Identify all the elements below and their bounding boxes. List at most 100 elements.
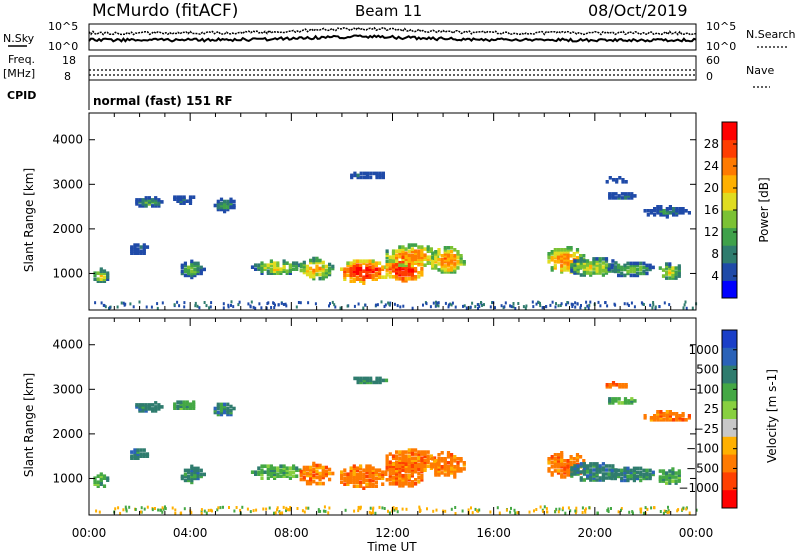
data-cell: [677, 264, 681, 268]
colorbar-segment: [722, 472, 737, 491]
data-cell: [328, 467, 332, 472]
data-cell: [196, 263, 200, 268]
data-cell: [604, 476, 609, 480]
data-cell: [601, 269, 605, 273]
data-cell: [282, 269, 286, 273]
data-cell: [190, 480, 194, 485]
data-cell: [617, 263, 621, 268]
data-cell: [446, 270, 451, 274]
data-cell: [537, 301, 540, 304]
data-cell: [623, 468, 627, 473]
data-cell: [223, 402, 227, 407]
data-cell: [102, 271, 107, 275]
data-cell: [359, 470, 363, 474]
data-cell: [125, 507, 128, 511]
data-cell: [459, 457, 463, 461]
data-cell: [417, 253, 421, 257]
data-cell: [378, 175, 382, 180]
data-cell: [608, 265, 612, 269]
data-cell: [677, 469, 681, 473]
data-cell: [190, 464, 194, 469]
data-cell: [266, 269, 270, 273]
data-cell: [649, 418, 653, 422]
data-cell: [359, 279, 363, 283]
data-cell: [627, 192, 631, 196]
data-cell: [378, 267, 382, 271]
data-cell: [324, 465, 328, 470]
data-cell: [592, 468, 596, 472]
data-cell: [626, 261, 630, 266]
data-cell: [229, 408, 233, 413]
data-cell: [601, 261, 605, 265]
data-cell: [343, 468, 347, 472]
data-cell: [576, 470, 580, 474]
data-cell: [410, 482, 414, 486]
data-cell: [173, 195, 177, 199]
data-cell: [453, 471, 457, 475]
data-cell: [417, 275, 421, 279]
data-cell: [560, 258, 564, 262]
data-cell: [106, 478, 110, 482]
data-cell: [138, 204, 142, 208]
colorbar-segment: [722, 227, 737, 246]
data-cell: [589, 470, 593, 474]
data-cell: [626, 271, 630, 276]
data-cell: [665, 209, 669, 213]
data-cell: [331, 264, 335, 269]
data-cell: [276, 472, 280, 476]
data-cell: [398, 469, 402, 474]
data-cell: [309, 473, 313, 478]
data-cell: [588, 506, 591, 510]
data-cell: [355, 271, 359, 275]
data-cell: [299, 264, 303, 269]
data-cell: [426, 458, 430, 462]
data-cell: [199, 474, 203, 479]
data-cell: [302, 260, 306, 265]
data-cell: [407, 456, 411, 460]
data-cell: [668, 477, 672, 481]
data-cell: [432, 509, 435, 513]
data-cell: [296, 507, 299, 510]
data-cell: [620, 267, 624, 272]
data-cell: [668, 410, 672, 414]
data-cell: [147, 407, 151, 411]
data-cell: [423, 454, 427, 458]
data-cell: [388, 482, 392, 486]
data-cell: [130, 450, 134, 454]
data-cell: [252, 305, 255, 309]
data-cell: [365, 275, 369, 279]
data-cell: [443, 256, 447, 260]
data-cell: [668, 268, 672, 272]
data-cell: [401, 476, 405, 480]
data-cell: [391, 456, 396, 460]
y-tick-label: 1000: [52, 266, 83, 280]
colorbar-tick-label: 20: [704, 181, 719, 195]
data-cell: [187, 271, 191, 276]
data-cell: [282, 470, 286, 474]
data-cell: [563, 258, 567, 262]
data-cell: [572, 252, 576, 256]
data-cell: [359, 277, 363, 281]
data-cell: [632, 468, 636, 473]
data-cell: [407, 273, 411, 277]
data-cell: [595, 474, 599, 478]
data-cell: [574, 509, 577, 513]
data-cell: [269, 466, 273, 470]
data-cell: [176, 400, 180, 404]
data-cell: [456, 463, 460, 467]
data-cell: [276, 265, 280, 269]
data-cell: [675, 414, 679, 418]
data-cell: [582, 472, 586, 476]
data-cell: [431, 463, 435, 467]
data-cell: [292, 474, 296, 478]
data-cell: [205, 511, 208, 515]
data-cell: [665, 481, 669, 485]
data-cell: [192, 400, 196, 404]
data-cell: [426, 454, 430, 458]
data-cell: [653, 209, 657, 213]
data-cell: [656, 410, 660, 414]
data-cell: [440, 471, 444, 475]
data-cell: [312, 268, 316, 273]
data-cell: [553, 248, 557, 252]
data-cell: [374, 484, 378, 488]
